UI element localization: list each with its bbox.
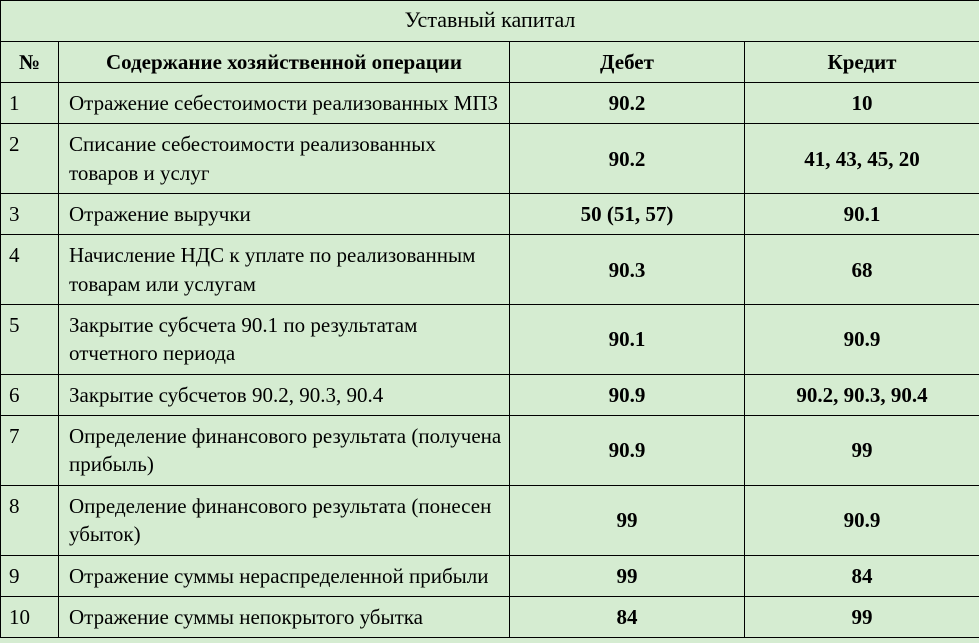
row-desc: Отражение выручки	[59, 194, 510, 235]
table-row: 2Списание себестоимости реализованных то…	[1, 124, 979, 194]
row-num: 6	[1, 374, 59, 415]
row-credit: 90.2, 90.3, 90.4	[745, 374, 979, 415]
header-credit: Кредит	[745, 41, 979, 82]
row-debit: 90.3	[510, 235, 745, 305]
row-desc: Списание себестоимости реализованных тов…	[59, 124, 510, 194]
row-credit: 99	[745, 416, 979, 486]
row-debit: 90.9	[510, 374, 745, 415]
row-debit: 99	[510, 485, 745, 555]
row-desc: Начисление НДС к уплате по реализованным…	[59, 235, 510, 305]
row-credit: 41, 43, 45, 20	[745, 124, 979, 194]
table-row: 6Закрытие субсчетов 90.2, 90.3, 90.490.9…	[1, 374, 979, 415]
row-num: 8	[1, 485, 59, 555]
row-desc: Определение финансового результата (полу…	[59, 416, 510, 486]
row-num: 4	[1, 235, 59, 305]
row-debit: 90.2	[510, 124, 745, 194]
row-num: 9	[1, 555, 59, 596]
table-row: 5Закрытие субсчета 90.1 по результатам о…	[1, 305, 979, 375]
row-num: 3	[1, 194, 59, 235]
row-credit: 99	[745, 596, 979, 637]
row-num: 7	[1, 416, 59, 486]
row-credit: 68	[745, 235, 979, 305]
row-desc: Отражение суммы нераспределенной прибыли	[59, 555, 510, 596]
row-desc: Отражение суммы непокрытого убытка	[59, 596, 510, 637]
accounting-table: Уставный капитал № Содержание хозяйствен…	[0, 0, 979, 638]
row-num: 5	[1, 305, 59, 375]
table-row: 1Отражение себестоимости реализованных М…	[1, 83, 979, 124]
row-desc: Определение финансового результата (поне…	[59, 485, 510, 555]
row-debit: 50 (51, 57)	[510, 194, 745, 235]
row-num: 2	[1, 124, 59, 194]
row-debit: 84	[510, 596, 745, 637]
row-credit: 84	[745, 555, 979, 596]
row-credit: 90.9	[745, 485, 979, 555]
row-desc: Закрытие субсчетов 90.2, 90.3, 90.4	[59, 374, 510, 415]
row-debit: 90.1	[510, 305, 745, 375]
title-row: Уставный капитал	[1, 1, 979, 42]
row-desc: Отражение себестоимости реализованных МП…	[59, 83, 510, 124]
table-row: 10Отражение суммы непокрытого убытка8499	[1, 596, 979, 637]
table-row: 9Отражение суммы нераспределенной прибыл…	[1, 555, 979, 596]
header-num: №	[1, 41, 59, 82]
header-debit: Дебет	[510, 41, 745, 82]
row-num: 10	[1, 596, 59, 637]
table-row: 3Отражение выручки50 (51, 57)90.1	[1, 194, 979, 235]
row-credit: 10	[745, 83, 979, 124]
row-credit: 90.1	[745, 194, 979, 235]
row-credit: 90.9	[745, 305, 979, 375]
header-desc: Содержание хозяйственной операции	[59, 41, 510, 82]
table-title: Уставный капитал	[1, 1, 979, 42]
row-debit: 99	[510, 555, 745, 596]
row-debit: 90.9	[510, 416, 745, 486]
table-row: 8Определение финансового результата (пон…	[1, 485, 979, 555]
header-row: № Содержание хозяйственной операции Дебе…	[1, 41, 979, 82]
row-desc: Закрытие субсчета 90.1 по результатам от…	[59, 305, 510, 375]
row-num: 1	[1, 83, 59, 124]
row-debit: 90.2	[510, 83, 745, 124]
table-row: 7Определение финансового результата (пол…	[1, 416, 979, 486]
table-row: 4Начисление НДС к уплате по реализованны…	[1, 235, 979, 305]
